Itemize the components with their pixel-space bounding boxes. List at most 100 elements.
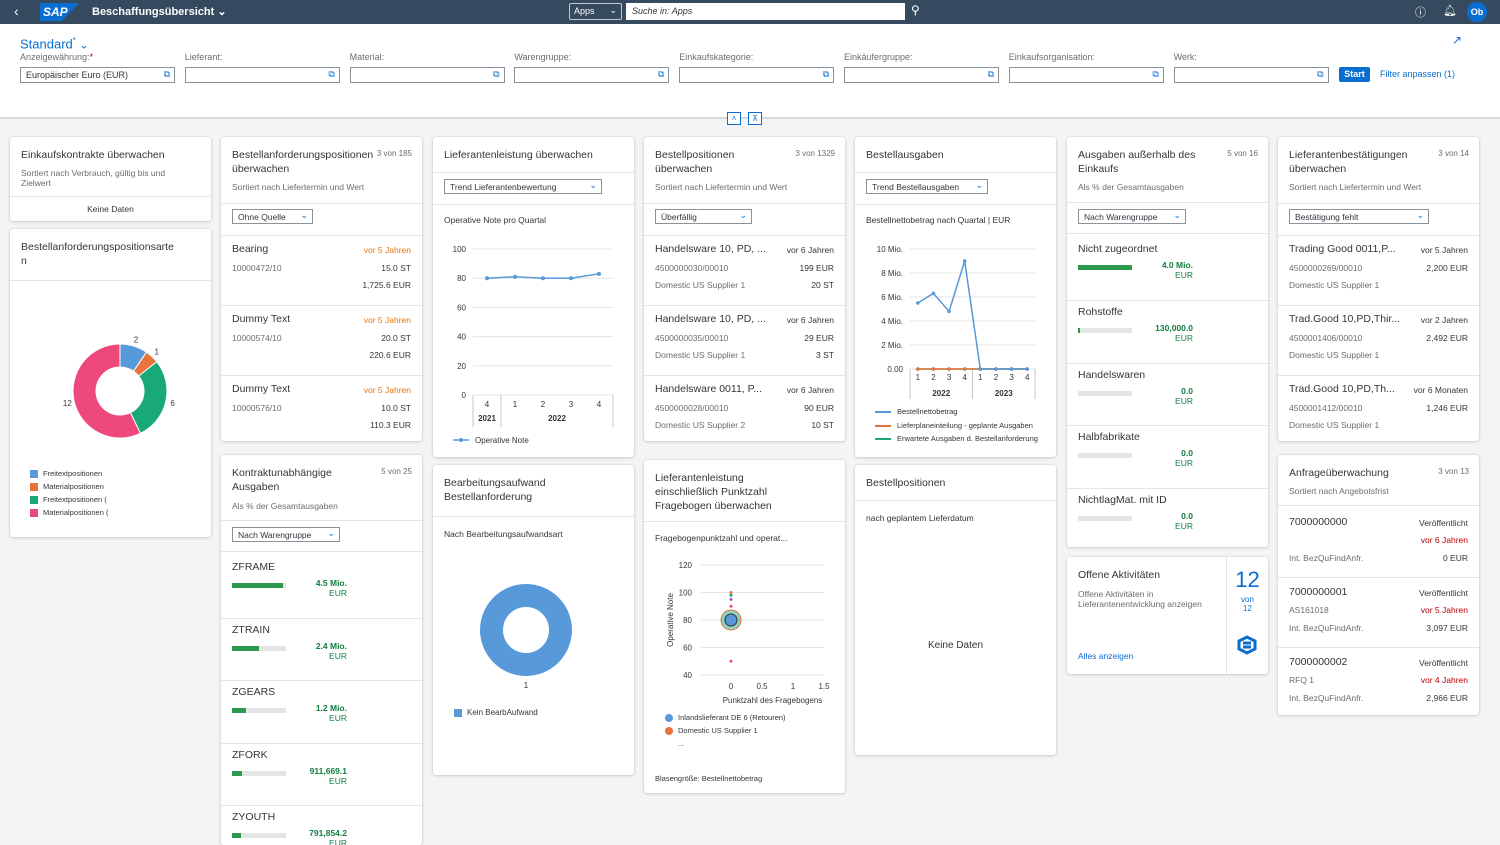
card-po-items-delivery[interactable]: Bestellpositionen nach geplantem Lieferd… bbox=[855, 465, 1056, 755]
card-purchasing-contracts[interactable]: Einkaufskontrakte überwachen Sortiert na… bbox=[10, 137, 211, 221]
card-rfq-monitoring[interactable]: Anfrageüberwachung 3 von 13 Sortiert nac… bbox=[1278, 455, 1479, 715]
filter-input[interactable]: ⧉ bbox=[844, 67, 999, 83]
donut-slice bbox=[480, 584, 572, 676]
list-item[interactable]: Bearing vor 5 Jahren 10000472/10 15.0 ST 1,7… bbox=[221, 238, 422, 308]
legend-item: Domestic US Supplier 1 bbox=[665, 724, 786, 737]
value-help-icon[interactable]: ⧉ bbox=[822, 69, 830, 79]
card-supplier-questionnaire[interactable]: Lieferantenleistung einschließlich Punktz… bbox=[644, 460, 845, 793]
group-by-select[interactable]: Nach Warengruppe ⌄ bbox=[1078, 209, 1186, 224]
item-age: vor 2 Jahren bbox=[1420, 315, 1468, 325]
list-item[interactable]: NichtlagMat. mit ID 0.0 EUR bbox=[1067, 489, 1268, 547]
filter-input[interactable]: ⧉ bbox=[679, 67, 835, 83]
x-tick-label: 3 bbox=[1009, 373, 1014, 382]
filter-input[interactable]: ⧉ bbox=[514, 67, 670, 83]
card-supplier-confirmations[interactable]: Lieferantenbestätigungen überwachen 3 von… bbox=[1278, 137, 1479, 441]
card-title: Offene Aktivitäten bbox=[1078, 569, 1161, 581]
list-item[interactable]: Trad.Good 10,PD,Thir... vor 2 Jahren 45000… bbox=[1278, 308, 1479, 378]
source-filter-select[interactable]: Ohne Quelle ⌄ bbox=[232, 209, 313, 224]
list-item[interactable]: ZYOUTH 791,854.2 EUR bbox=[221, 806, 422, 845]
avatar[interactable]: Ob bbox=[1467, 2, 1487, 22]
list-item[interactable]: 7000000001 Veröffentlicht AS161018 vor 5 Ja… bbox=[1278, 578, 1479, 648]
help-icon[interactable]: ⓘ bbox=[1415, 7, 1426, 19]
list-item[interactable]: Handelsware 10, PD, ... vor 6 Jahren 45000… bbox=[644, 308, 845, 378]
search-input[interactable]: Suche in: Apps bbox=[626, 3, 905, 20]
legend-swatch bbox=[30, 509, 38, 518]
card-supplier-performance[interactable]: Lieferantenleistung überwachen Trend Lie… bbox=[433, 137, 634, 457]
value-help-icon[interactable]: ⧉ bbox=[493, 69, 500, 79]
adapt-filters-link[interactable]: Filter anpassen (1) bbox=[1380, 69, 1456, 79]
value-help-icon[interactable]: ⧉ bbox=[1152, 69, 1159, 79]
list-item[interactable]: 7000000000 Veröffentlicht vor 6 Jahren Int.… bbox=[1278, 508, 1479, 578]
pin-header-button[interactable]: ⊼ bbox=[748, 112, 762, 125]
card-title-line1: Bestellanforderungspositionsarte bbox=[21, 241, 174, 253]
list-item[interactable]: Dummy Text vor 5 Jahren 10000574/10 20.0 ST… bbox=[221, 308, 422, 378]
select-value: Ohne Quelle bbox=[238, 212, 286, 222]
list-item[interactable]: Halbfabrikate 0.0 EUR bbox=[1067, 426, 1268, 490]
rfq-deadline: vor 4 Jahren bbox=[1420, 675, 1468, 685]
list-item[interactable]: Handelswaren 0.0 EUR bbox=[1067, 364, 1268, 427]
card-title-line2: Bestellanforderung bbox=[444, 491, 533, 503]
list-item[interactable]: Rohstoffe 130,000.0 EUR bbox=[1067, 301, 1268, 364]
card-processing-effort[interactable]: Bearbeitungsaufwand Bestellanforderung Na… bbox=[433, 465, 634, 775]
card-off-contract-spend[interactable]: Ausgaben außerhalb des Einkaufs 5 von 16 … bbox=[1067, 137, 1268, 547]
value-help-icon[interactable]: ⧉ bbox=[1317, 69, 1324, 79]
app-title[interactable]: Beschaffungsübersicht ⌄ bbox=[92, 5, 227, 18]
list-item[interactable]: Handelsware 0011, P... vor 6 Jahren 450000… bbox=[644, 378, 845, 441]
value-help-icon[interactable]: ⧉ bbox=[328, 69, 335, 79]
legend-label: Kein BearbAufwand bbox=[467, 708, 538, 717]
show-all-link[interactable]: Alles anzeigen bbox=[1078, 651, 1134, 661]
chevron-down-icon: ⌄ bbox=[327, 528, 335, 538]
search-scope-select[interactable]: Apps ⌄ bbox=[569, 3, 622, 20]
trend-select[interactable]: Trend Bestellausgaben ⌄ bbox=[866, 179, 988, 194]
search-icon[interactable]: ⚲ bbox=[911, 3, 920, 17]
collapse-header-button[interactable]: ˄ bbox=[727, 112, 741, 125]
confirmation-select[interactable]: Bestätigung fehlt ⌄ bbox=[1289, 209, 1429, 224]
item-name: ZFORK bbox=[232, 748, 268, 761]
list-item[interactable]: Handelsware 10, PD, ... vor 6 Jahren 45000… bbox=[644, 238, 845, 308]
card-subtitle: Sortiert nach Liefertermin und Wert bbox=[1289, 182, 1422, 192]
item-name: Trad.Good 10,PD,Thir... bbox=[1289, 313, 1401, 325]
overdue-select[interactable]: Überfällig ⌄ bbox=[655, 209, 752, 224]
sap-logo[interactable]: SAP bbox=[40, 3, 78, 21]
item-supplier: Domestic US Supplier 1 bbox=[1289, 420, 1380, 430]
value-help-icon[interactable]: ⧉ bbox=[657, 69, 665, 79]
start-button[interactable]: Start bbox=[1339, 67, 1370, 82]
legend-item: Kein BearbAufwand bbox=[454, 708, 538, 717]
variant-selector[interactable]: Standard* ⌄ bbox=[20, 36, 89, 51]
list-item[interactable]: Dummy Text vor 5 Jahren 10000576/10 10.0 ST… bbox=[221, 378, 422, 441]
list-item[interactable]: Nicht zugeordnet 4.0 Mio. EUR bbox=[1067, 238, 1268, 301]
list-item[interactable]: ZFORK 911,669.1 EUR bbox=[221, 744, 422, 806]
card-po-spend[interactable]: Bestellausgaben Trend Bestellausgaben ⌄ B… bbox=[855, 137, 1056, 457]
item-value: 199 EUR bbox=[799, 263, 835, 273]
item-name: Halbfabrikate bbox=[1078, 431, 1140, 444]
card-pr-items-monitor[interactable]: Bestellanforderungspositionen überwachen … bbox=[221, 137, 422, 441]
filter-input[interactable]: Europäischer Euro (EUR) ⧉ bbox=[20, 67, 175, 83]
notifications-icon[interactable]: 🔔︎ bbox=[1443, 5, 1457, 17]
filter-input[interactable]: ⧉ bbox=[184, 67, 340, 83]
trend-select[interactable]: Trend Lieferantenbewertung ⌄ bbox=[444, 179, 602, 194]
data-point bbox=[916, 301, 920, 305]
filter-input[interactable]: ⧉ bbox=[1173, 67, 1329, 83]
list-item[interactable]: ZTRAIN 2.4 Mio. EUR bbox=[221, 619, 422, 681]
card-contract-independent-spend[interactable]: Kontraktunabhängige Ausgaben 5 von 25 Als… bbox=[221, 455, 422, 845]
card-pr-item-types[interactable]: Bestellanforderungspositionsarte n 2 1 6 12 … bbox=[10, 229, 211, 537]
share-bar bbox=[1078, 453, 1132, 459]
filter-input[interactable]: ⧉ bbox=[1008, 67, 1164, 83]
list-item[interactable]: ZFRAME 4.5 Mio. EUR bbox=[221, 556, 422, 619]
share-icon[interactable]: ↗ bbox=[1452, 33, 1463, 47]
list-item[interactable]: Trading Good 0011,P... vor 5 Jahren 450000… bbox=[1278, 238, 1479, 308]
value-help-icon[interactable]: ⧉ bbox=[163, 69, 170, 79]
list-item[interactable]: 7000000002 Veröffentlicht RFQ 1 vor 4 Jahre… bbox=[1278, 648, 1479, 715]
list-item[interactable]: ZGEARS 1.2 Mio. EUR bbox=[221, 681, 422, 744]
back-icon[interactable]: ‹ bbox=[14, 3, 19, 19]
no-data-text: Keine Daten bbox=[927, 640, 984, 651]
group-by-select[interactable]: Nach Warengruppe ⌄ bbox=[232, 527, 340, 542]
item-currency: EUR bbox=[1175, 458, 1193, 469]
list-item[interactable]: Trad.Good 10,PD,Th... vor 6 Monaten 450000… bbox=[1278, 378, 1479, 441]
value-help-icon[interactable]: ⧉ bbox=[987, 69, 994, 79]
card-po-items-monitor[interactable]: Bestellpositionen überwachen 3 von 1329 S… bbox=[644, 137, 845, 441]
data-point bbox=[994, 367, 998, 371]
filter-input[interactable]: ⧉ bbox=[349, 67, 505, 83]
card-open-activities[interactable]: Offene Aktivitäten Offene Aktivitäten in… bbox=[1067, 557, 1268, 674]
card-title: Bestellpositionen überwachen bbox=[655, 148, 734, 176]
